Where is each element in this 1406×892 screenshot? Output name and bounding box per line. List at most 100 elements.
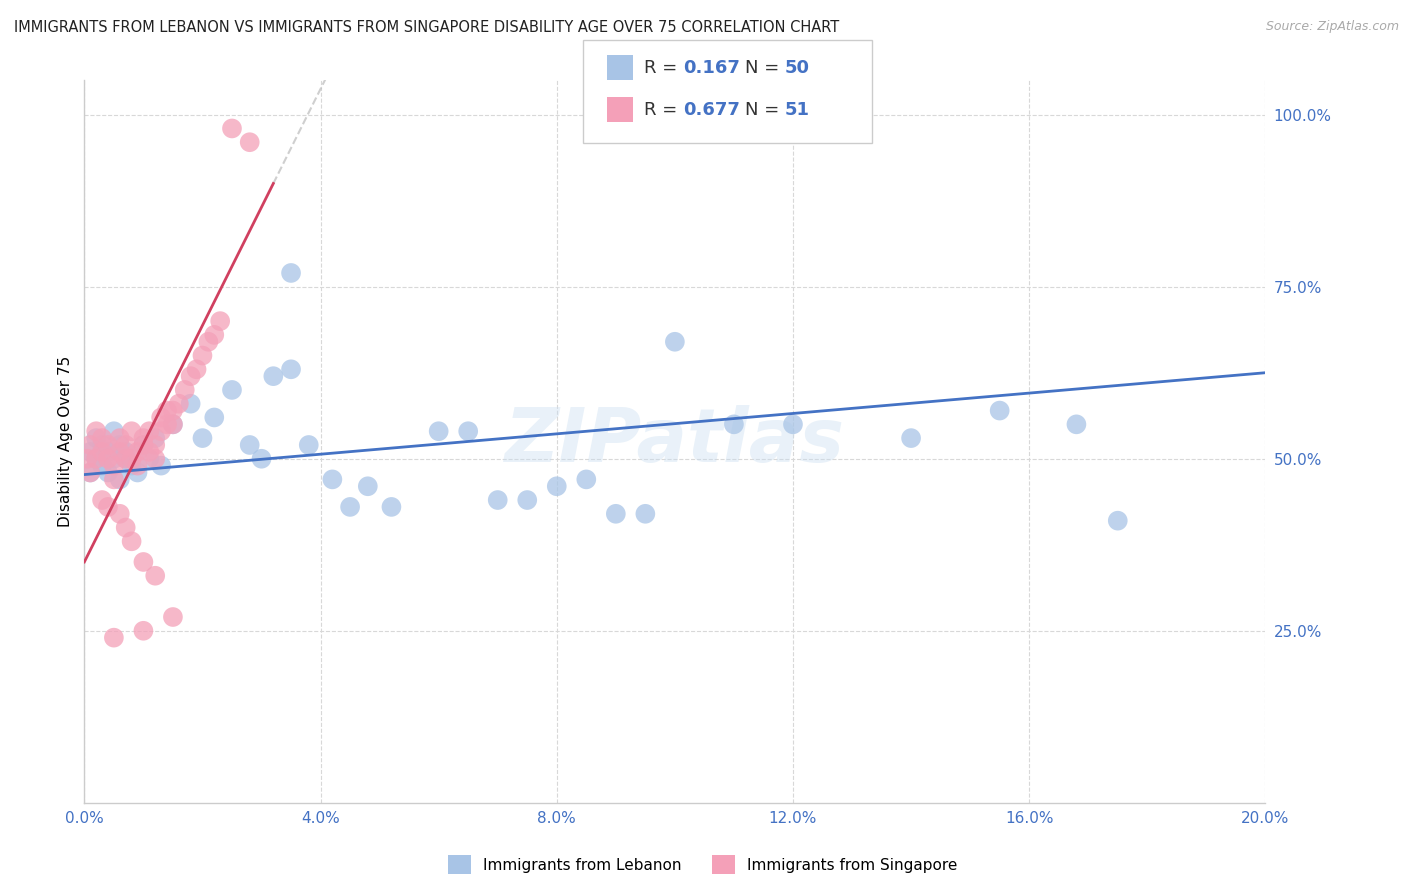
Point: [79, 466, 101, 480]
Text: 0.167: 0.167: [683, 59, 740, 77]
Point: [186, 362, 208, 376]
Point: [114, 451, 136, 466]
Point: [114, 451, 136, 466]
Text: N =: N =: [745, 101, 785, 119]
Point: [250, 451, 273, 466]
Point: [127, 466, 149, 480]
Point: [221, 383, 243, 397]
Point: [121, 534, 143, 549]
Text: R =: R =: [644, 59, 683, 77]
Text: 51: 51: [785, 101, 810, 119]
Point: [321, 472, 343, 486]
Point: [339, 500, 361, 514]
Point: [127, 458, 149, 473]
Point: [76, 451, 98, 466]
Point: [84, 424, 107, 438]
Text: IMMIGRANTS FROM LEBANON VS IMMIGRANTS FROM SINGAPORE DISABILITY AGE OVER 75 CORR: IMMIGRANTS FROM LEBANON VS IMMIGRANTS FR…: [14, 20, 839, 35]
Point: [103, 451, 125, 466]
Text: N =: N =: [745, 59, 785, 77]
Text: Source: ZipAtlas.com: Source: ZipAtlas.com: [1265, 20, 1399, 33]
Point: [156, 403, 179, 417]
Point: [84, 451, 107, 466]
Point: [91, 445, 114, 459]
Point: [427, 424, 450, 438]
Point: [121, 458, 143, 473]
Point: [605, 507, 627, 521]
Point: [91, 438, 114, 452]
Point: [180, 397, 202, 411]
Point: [209, 314, 232, 328]
Point: [156, 417, 179, 432]
Point: [516, 493, 538, 508]
Point: [143, 438, 166, 452]
Point: [298, 438, 321, 452]
Point: [143, 568, 166, 582]
Point: [634, 507, 657, 521]
Text: 50: 50: [785, 59, 810, 77]
Point: [162, 403, 184, 417]
Point: [191, 349, 214, 363]
Point: [150, 410, 173, 425]
Text: R =: R =: [644, 101, 683, 119]
Point: [79, 438, 101, 452]
Point: [108, 507, 131, 521]
Point: [121, 451, 143, 466]
Point: [280, 266, 302, 280]
Point: [91, 431, 114, 445]
Text: ZIPatlas: ZIPatlas: [505, 405, 845, 478]
Legend: Immigrants from Lebanon, Immigrants from Singapore: Immigrants from Lebanon, Immigrants from…: [441, 849, 965, 880]
Point: [723, 417, 745, 432]
Point: [782, 417, 804, 432]
Point: [132, 555, 155, 569]
Point: [143, 431, 166, 445]
Point: [91, 458, 114, 473]
Point: [97, 451, 120, 466]
Point: [457, 424, 479, 438]
Point: [97, 500, 120, 514]
Point: [132, 438, 155, 452]
Point: [150, 424, 173, 438]
Point: [197, 334, 219, 349]
Point: [988, 403, 1011, 417]
Point: [132, 431, 155, 445]
Point: [114, 445, 136, 459]
Point: [162, 610, 184, 624]
Point: [84, 431, 107, 445]
Point: [138, 451, 160, 466]
Point: [103, 472, 125, 486]
Point: [221, 121, 243, 136]
Point: [108, 445, 131, 459]
Point: [138, 445, 160, 459]
Point: [162, 417, 184, 432]
Point: [97, 438, 120, 452]
Point: [486, 493, 509, 508]
Point: [239, 438, 262, 452]
Point: [1107, 514, 1129, 528]
Point: [239, 135, 262, 149]
Point: [114, 520, 136, 534]
Point: [143, 451, 166, 466]
Point: [79, 466, 101, 480]
Point: [114, 438, 136, 452]
Point: [664, 334, 686, 349]
Point: [357, 479, 380, 493]
Point: [162, 417, 184, 432]
Point: [575, 472, 598, 486]
Point: [202, 327, 225, 342]
Point: [280, 362, 302, 376]
Point: [150, 458, 173, 473]
Point: [380, 500, 402, 514]
Text: 0.677: 0.677: [683, 101, 740, 119]
Point: [132, 438, 155, 452]
Point: [900, 431, 922, 445]
Point: [127, 445, 149, 459]
Point: [202, 410, 225, 425]
Point: [103, 631, 125, 645]
Point: [191, 431, 214, 445]
Point: [121, 424, 143, 438]
Point: [84, 451, 107, 466]
Point: [79, 445, 101, 459]
Point: [108, 438, 131, 452]
Point: [97, 466, 120, 480]
Point: [173, 383, 195, 397]
